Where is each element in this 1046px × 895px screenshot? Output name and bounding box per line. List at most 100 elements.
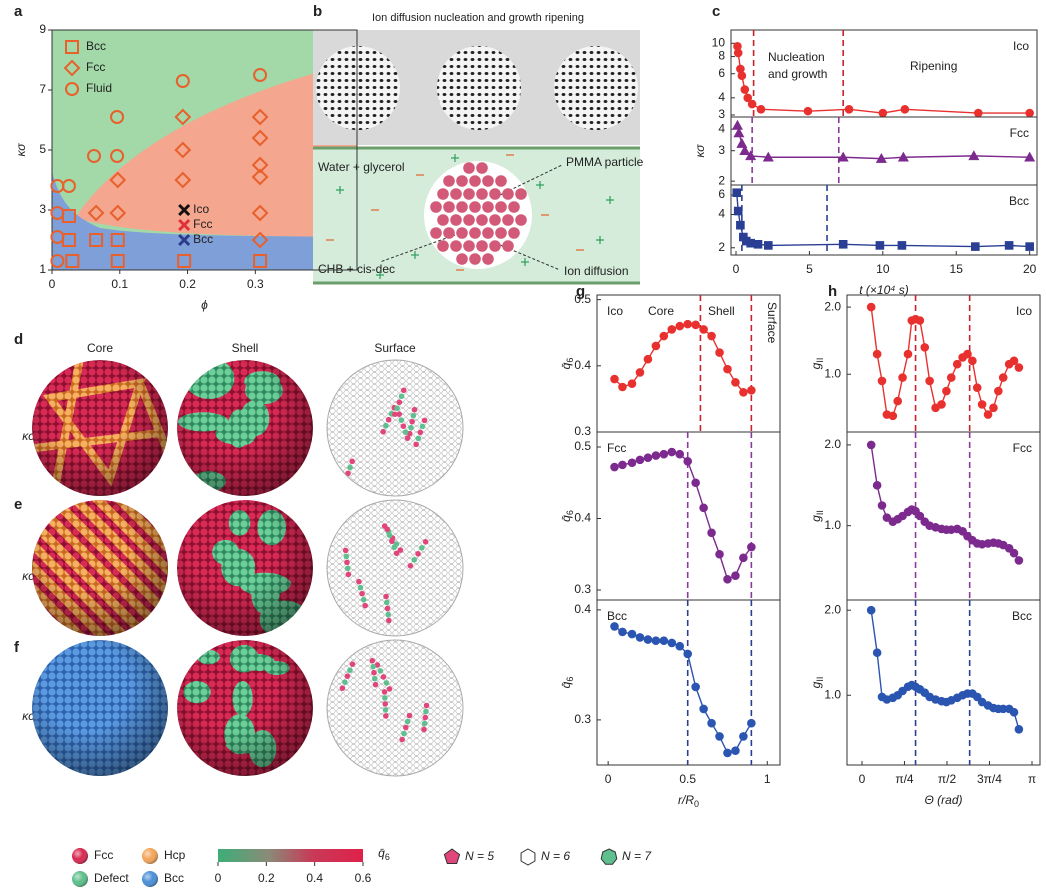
- pmma-sphere: [495, 175, 507, 187]
- pmma-sphere: [443, 201, 455, 213]
- legend-label: Bcc: [86, 39, 106, 53]
- defect-site: [392, 411, 398, 418]
- y-axis-label-main: g: [809, 362, 823, 369]
- marker: [753, 239, 763, 249]
- marker: [1014, 556, 1024, 565]
- panel-letter: a: [14, 3, 23, 20]
- bcc-region: [52, 172, 357, 270]
- x-tick-label: π/2: [938, 772, 957, 786]
- defect-site: [399, 736, 405, 743]
- marker: [110, 254, 125, 268]
- marker: [925, 376, 934, 386]
- y-tick-label: 2: [718, 240, 725, 254]
- marker: [838, 239, 848, 249]
- defect-site: [372, 681, 379, 688]
- marker: [89, 233, 104, 247]
- defect-site: [423, 708, 429, 715]
- schematic-title: Ion diffusion nucleation and growth ripe…: [372, 12, 584, 24]
- pmma-sphere: [437, 240, 449, 252]
- defect-site: [383, 422, 389, 429]
- sphere-outline: [326, 639, 464, 777]
- marker: [50, 230, 65, 244]
- x-tick-label: 20: [1023, 262, 1037, 276]
- legend-label: Fcc: [86, 60, 105, 74]
- marker: [253, 254, 268, 268]
- marker: [1014, 724, 1024, 734]
- marker: [635, 368, 645, 377]
- marker: [707, 331, 716, 341]
- y-tick-label: 0.3: [574, 582, 591, 596]
- pmma-sphere: [502, 240, 514, 252]
- series-label: Ico: [607, 304, 623, 318]
- marker: [635, 633, 645, 642]
- defect-site: [421, 726, 427, 733]
- marker: [942, 386, 951, 396]
- defect-site: [410, 412, 417, 419]
- colorbar-tick-label: 0.2: [258, 871, 275, 885]
- marker: [732, 188, 742, 198]
- render: [327, 360, 463, 496]
- marker: [1004, 241, 1014, 250]
- pmma-sphere: [508, 201, 520, 213]
- series-label: Fcc: [1010, 126, 1029, 140]
- marker: [866, 302, 876, 312]
- y-tick-label: 1.0: [824, 687, 841, 701]
- defect-site: [371, 675, 378, 682]
- pmma-sphere: [443, 175, 455, 187]
- marker: [87, 149, 102, 163]
- series-label: Bcc: [1009, 194, 1029, 208]
- x-tick-label: 15: [950, 262, 964, 276]
- pmma-sphere: [450, 240, 462, 252]
- marker: [618, 382, 627, 392]
- series-label: Fcc: [1013, 441, 1032, 455]
- marker: [251, 231, 269, 249]
- pmma-sphere: [482, 253, 494, 265]
- x-tick-label: 5: [806, 262, 813, 276]
- defect-site: [422, 714, 429, 721]
- y-axis-label-main: κσ: [14, 143, 28, 157]
- marker: [878, 108, 888, 118]
- sphere-outline: [326, 359, 464, 497]
- plot-frame: [730, 184, 1038, 256]
- marker: [903, 349, 913, 359]
- label: Water + glycerol: [318, 160, 405, 174]
- annotation: Surface: [765, 302, 779, 344]
- marker: [251, 168, 269, 186]
- y-axis-label-sub: 6: [565, 677, 575, 682]
- pmma-sphere: [456, 201, 468, 213]
- x-axis-label-main: ϕ: [201, 298, 208, 312]
- marker: [683, 649, 693, 659]
- defect-site: [347, 464, 353, 471]
- marker: [743, 93, 753, 103]
- y-tick-label: 9: [39, 22, 46, 36]
- defect-site: [393, 550, 400, 557]
- marker: [643, 635, 653, 644]
- x-axis-label-sub: 0: [694, 799, 699, 809]
- marker: [715, 348, 724, 357]
- defect-site: [383, 593, 389, 600]
- defect-site: [400, 387, 407, 394]
- marker: [762, 151, 774, 162]
- y-axis-label: q̄6: [559, 358, 575, 370]
- legend-marker: [65, 82, 79, 96]
- marker: [739, 553, 748, 563]
- marker: [1024, 151, 1036, 162]
- marker: [897, 151, 909, 162]
- marker: [110, 233, 125, 247]
- defect-site: [382, 707, 389, 713]
- colorbar-tick-label: 0.4: [306, 871, 323, 885]
- sphere-outline: [326, 499, 464, 637]
- marker: [715, 549, 724, 559]
- defect-site: [421, 720, 428, 727]
- marker: [109, 204, 127, 222]
- defect-site: [349, 458, 355, 465]
- x-axis-label: t (×10⁴ s): [859, 283, 909, 297]
- defect-site: [422, 539, 429, 545]
- pmma-sphere: [482, 175, 494, 187]
- defect-site: [356, 578, 362, 585]
- pmma-sphere: [456, 175, 468, 187]
- defect-site: [383, 713, 389, 719]
- marker: [178, 203, 191, 217]
- series-line: [736, 192, 1030, 248]
- marker: [109, 171, 127, 189]
